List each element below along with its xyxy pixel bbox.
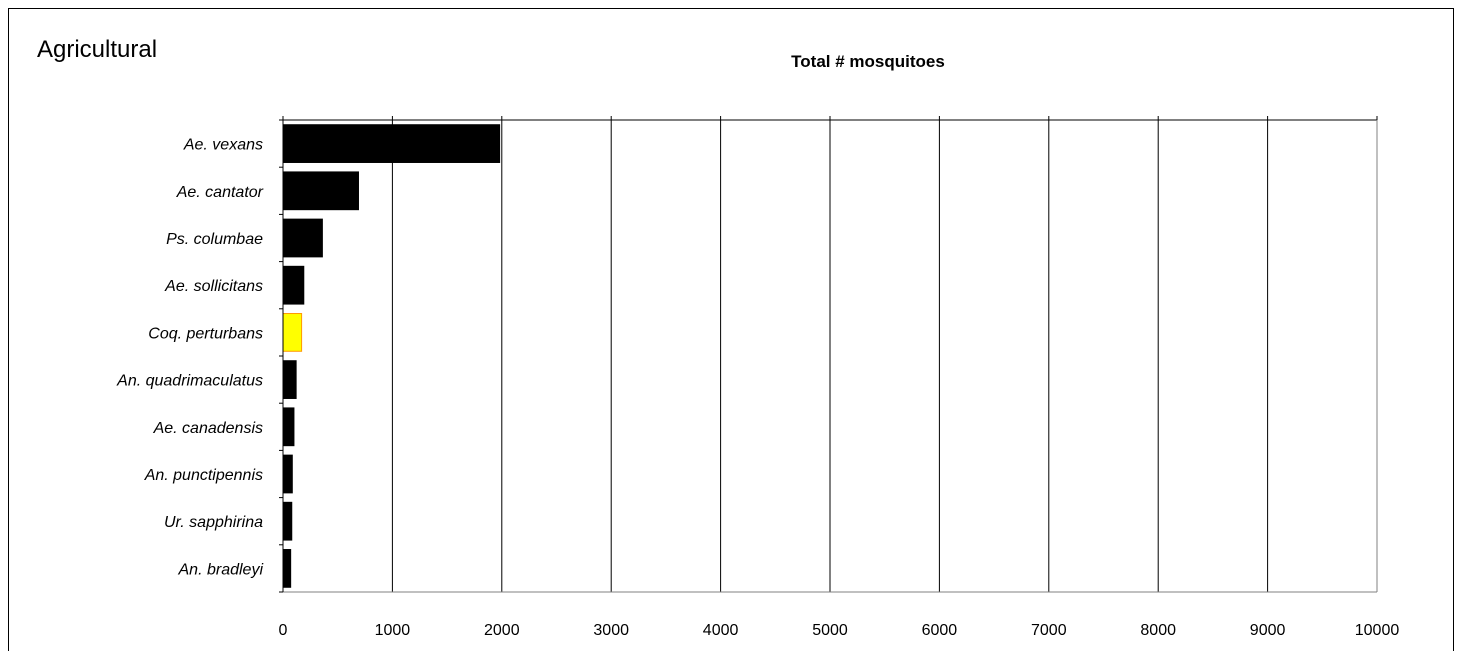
bars [282,124,501,588]
bar [282,171,359,211]
category-label: Ae. vexans [183,137,263,154]
bar [282,501,293,541]
x-tick-label: 3000 [593,622,629,639]
axes [279,116,1378,593]
x-tick-label: 6000 [922,622,958,639]
x-tick-label: 8000 [1140,622,1176,639]
category-label: Ae. canadensis [153,420,263,437]
bar [282,407,295,447]
x-tick-label: 7000 [1031,622,1067,639]
bar [282,218,323,258]
category-label: Ae. sollicitans [164,278,263,295]
category-label: Ps. columbae [166,231,263,248]
category-label: Coq. perturbans [148,325,263,342]
x-tick-label: 2000 [484,622,520,639]
bar [282,454,293,494]
x-tick-label: 5000 [812,622,848,639]
bar [282,124,501,163]
x-tick-label: 1000 [375,622,411,639]
chart-title: Total # mosquitoes [791,52,945,71]
x-tick-label: 0 [279,622,288,639]
category-label: Ur. sapphirina [164,514,263,531]
chart-frame [8,8,1454,651]
bar [282,313,303,352]
x-tick-label: 10000 [1355,622,1400,639]
gridlines [282,120,1378,592]
panel-title: Agricultural [37,36,158,63]
category-label: An. quadrimaculatus [116,373,263,390]
labels: Ae. vexans Ae. cantator Ps. columbae Ae. so… [116,137,1399,639]
x-tick-label: 4000 [703,622,739,639]
bar [282,265,305,305]
category-label: An. bradleyi [178,561,264,578]
bar [282,360,297,399]
bar [282,549,292,588]
category-label: An. punctipennis [144,467,263,484]
category-label: Ae. cantator [176,184,264,201]
x-tick-label: 9000 [1250,622,1286,639]
